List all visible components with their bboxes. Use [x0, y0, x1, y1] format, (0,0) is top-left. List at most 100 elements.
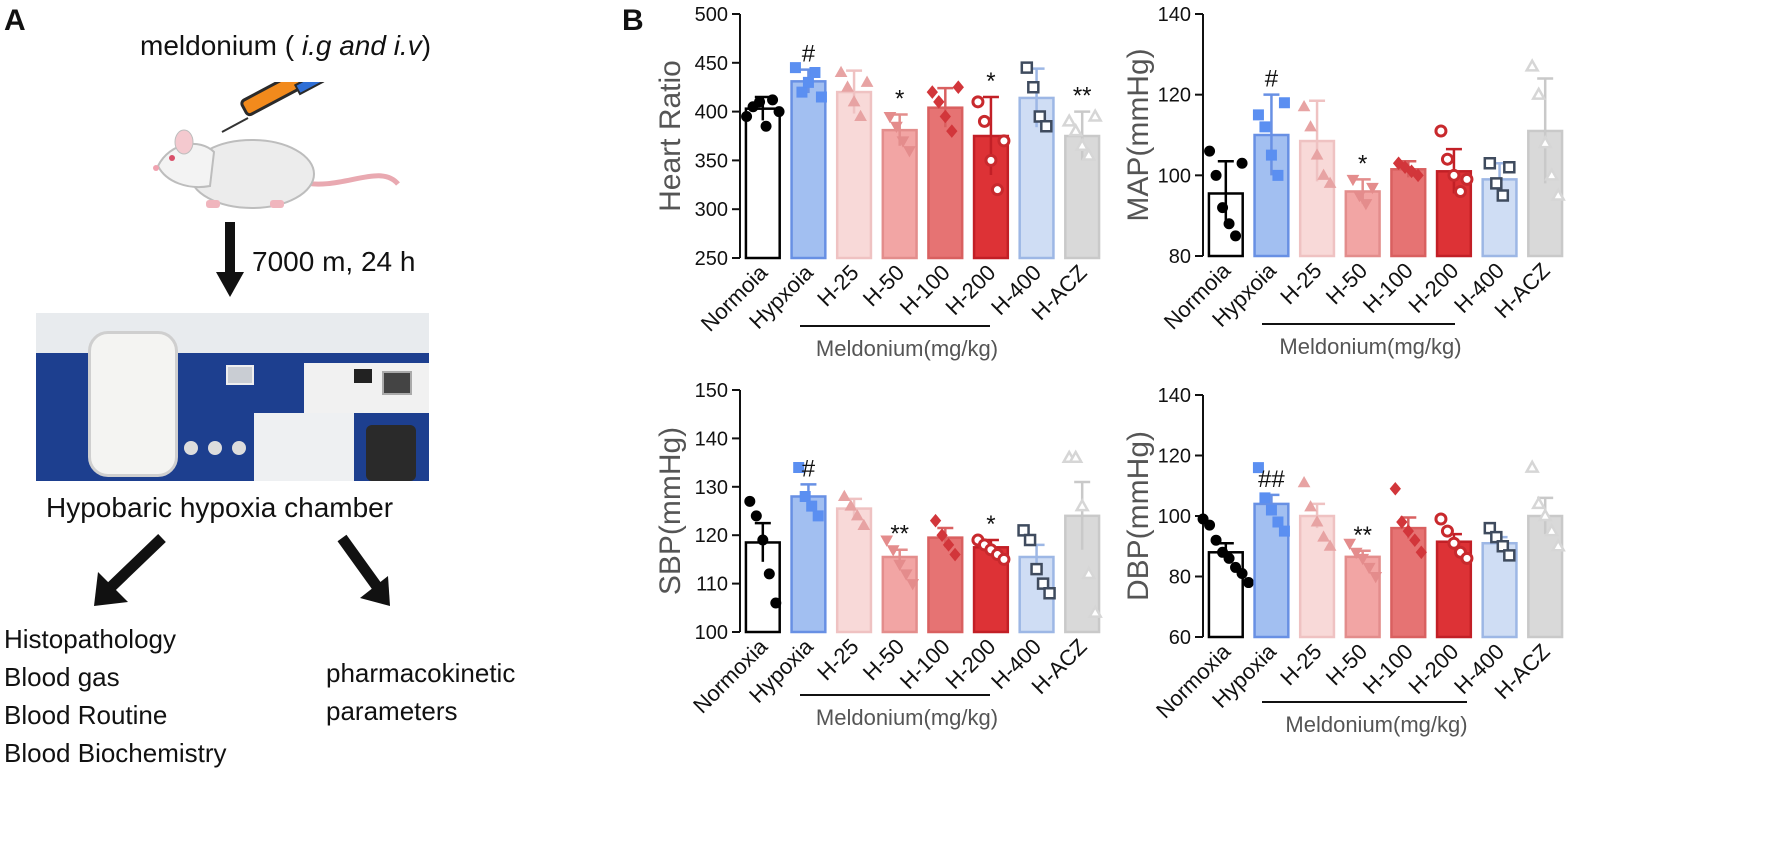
data-point: [770, 597, 782, 609]
y-tick-label: 300: [695, 199, 728, 221]
data-point: [1297, 475, 1311, 488]
data-point: [1265, 504, 1277, 516]
data-point: [854, 109, 867, 121]
data-point: [760, 120, 772, 132]
data-point: [834, 65, 848, 78]
bar-h-25: [835, 90, 873, 260]
data-point: [906, 579, 920, 591]
group-label: Meldonium(mg/kg): [1285, 712, 1467, 737]
data-point: [1223, 218, 1235, 230]
significance-label: **: [1353, 522, 1372, 549]
data-point: [883, 111, 897, 124]
data-point: [903, 146, 916, 158]
category-label: H-200: [940, 634, 1000, 694]
data-point: [857, 518, 871, 531]
data-point: [763, 568, 775, 580]
data-point: [1265, 149, 1277, 161]
data-point: [1272, 169, 1284, 181]
significance-label: *: [986, 511, 995, 538]
category-label: H-200: [1403, 258, 1463, 318]
data-point: [1310, 515, 1324, 527]
data-point: [812, 510, 824, 522]
arrow-down-right-icon: [337, 534, 390, 606]
output-blood-biochemistry: Blood Biochemistry: [4, 738, 227, 768]
data-point: [1531, 495, 1547, 510]
data-point: [1524, 58, 1540, 72]
data-point: [1278, 97, 1290, 109]
significance-label: *: [986, 68, 995, 95]
data-point: [997, 552, 1011, 566]
y-tick-label: 500: [695, 4, 728, 26]
data-point: [933, 95, 945, 109]
y-tick-label: 140: [1158, 385, 1191, 407]
rat-icon: [153, 129, 400, 209]
data-point: [1252, 109, 1264, 121]
data-point: [1544, 167, 1560, 181]
data-point: [844, 499, 858, 511]
outputs-right-list: pharmacokinetic parameters: [326, 654, 515, 730]
output-blood-routine: Blood Routine: [4, 700, 168, 730]
data-point: [850, 509, 864, 521]
y-tick-label: 120: [1158, 85, 1191, 107]
y-axis-label: SBP(mmHg): [654, 427, 687, 595]
y-tick-label: 140: [695, 428, 728, 450]
data-point: [1081, 147, 1097, 161]
condition-label: 7000 m, 24 h: [252, 246, 416, 277]
data-point: [1217, 202, 1229, 214]
arrow-down-left-icon: [94, 534, 166, 606]
data-point: [1068, 449, 1084, 464]
y-tick-label: 110: [696, 574, 728, 596]
data-point: [1027, 80, 1040, 94]
group-label: Meldonium(mg/kg): [816, 336, 998, 361]
data-point: [806, 500, 818, 512]
data-point: [971, 95, 985, 109]
data-point: [1040, 119, 1053, 133]
data-point: [1440, 524, 1454, 538]
data-point: [815, 91, 827, 103]
data-point: [741, 110, 753, 122]
data-point: [1434, 512, 1448, 526]
category-label: H-100: [895, 634, 955, 694]
y-tick-label: 120: [1158, 446, 1191, 468]
data-point: [793, 461, 805, 473]
y-tick-label: 400: [695, 102, 728, 124]
data-point: [1243, 577, 1255, 589]
data-point: [1496, 189, 1510, 202]
data-point: [1278, 525, 1290, 537]
data-point: [847, 95, 861, 107]
data-point: [1366, 182, 1379, 195]
category-label: H-25: [1275, 639, 1326, 690]
rat-syringe-illustration: [153, 82, 400, 209]
y-tick-label: 140: [1158, 4, 1191, 26]
y-tick-label: 100: [695, 622, 728, 644]
data-point: [1362, 562, 1376, 575]
data-point: [1236, 567, 1248, 579]
bar-h-100: [1390, 168, 1427, 258]
data-point: [1460, 172, 1474, 186]
chamber-door: [88, 331, 178, 477]
data-point: [1353, 191, 1366, 203]
data-point: [1081, 565, 1097, 580]
data-point: [1356, 553, 1370, 566]
data-point: [1346, 174, 1360, 187]
data-point: [946, 124, 958, 138]
chart-map: 80100120140MAP(mmHg)Normoia#HypxoiaH-25*…: [1122, 4, 1566, 359]
data-point: [893, 559, 907, 572]
data-point: [1020, 61, 1034, 74]
category-label: H-100: [895, 260, 955, 320]
data-point: [1483, 156, 1497, 170]
chamber-label: Hypobaric hypoxia chamber: [46, 492, 394, 523]
bar-h-50: [1344, 555, 1381, 639]
y-tick-label: 130: [695, 477, 728, 499]
data-point: [890, 121, 903, 134]
bar-h-100: [1390, 526, 1427, 639]
data-point: [1030, 562, 1043, 576]
data-point: [939, 109, 951, 124]
data-point: [1537, 134, 1553, 149]
data-point: [1061, 113, 1077, 127]
data-point: [1369, 572, 1383, 584]
data-point: [1310, 148, 1324, 160]
y-tick-label: 250: [695, 248, 728, 270]
data-point: [1074, 137, 1090, 152]
